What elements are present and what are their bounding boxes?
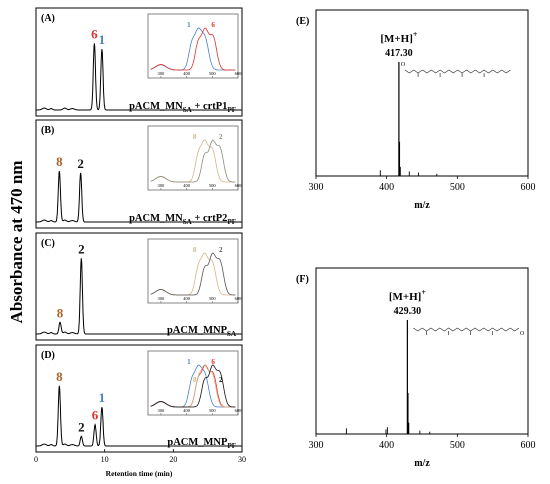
ms-x-axis-label: m/z <box>414 200 430 211</box>
inset-tick-label: 500 <box>209 71 217 76</box>
peak-label-8: 8 <box>57 305 64 320</box>
inset-tick-label: 300 <box>157 408 165 413</box>
inset-label-2: 2 <box>219 133 223 141</box>
inset-label-2: 2 <box>219 376 223 384</box>
ms-panel-e: (E) [M+H]+ 417.30 O 300 400 500 600 m/z <box>296 9 536 211</box>
ion-label: [M+H]+ <box>389 288 427 303</box>
strain-label: pACM_MNSA + crtP1PF <box>129 101 236 114</box>
panel-label: (E) <box>296 16 309 27</box>
panel-frame <box>35 119 243 229</box>
inset-label-8: 8 <box>193 246 197 254</box>
inset-series-6 <box>150 27 236 71</box>
chromatogram-trace <box>36 258 242 335</box>
strain-label: pACM_MNPPF <box>167 437 236 450</box>
peak-label-2: 2 <box>77 156 84 171</box>
peak-label-6: 6 <box>92 408 99 423</box>
panel-label: (B) <box>41 125 54 136</box>
ms-x-tick-label: 300 <box>309 182 324 193</box>
panel-frame <box>35 232 243 341</box>
inset-label-1: 1 <box>187 358 191 366</box>
strain-label: pACM_MNSA + crtP2PF <box>129 213 236 226</box>
inset-frame <box>147 13 239 79</box>
uv-inset: 300 400 500 600 8 2 <box>147 238 243 304</box>
ms-x-tick-label: 500 <box>450 440 465 451</box>
inset-tick-label: 400 <box>183 71 191 76</box>
inset-tick-label: 400 <box>183 296 191 301</box>
inset-tick-label: 500 <box>209 408 217 413</box>
chromatogram-trace <box>36 170 242 223</box>
inset-tick-label: 400 <box>183 408 191 413</box>
ion-value: 429.30 <box>394 306 422 317</box>
inset-tick-label: 400 <box>183 183 191 188</box>
chromatogram-trace <box>36 43 242 111</box>
hplc-x-tick-label: 20 <box>169 455 177 464</box>
inset-series-2 <box>150 139 236 183</box>
panel-label: (C) <box>41 238 55 249</box>
strain-label: pACM_MNPSA <box>167 325 236 338</box>
inset-tick-label: 600 <box>235 183 243 188</box>
peak-label-1: 1 <box>99 32 106 47</box>
ms-frame <box>315 9 529 177</box>
ms-x-tick-label: 500 <box>450 182 465 193</box>
inset-label-8: 8 <box>193 376 197 384</box>
inset-tick-label: 600 <box>235 408 243 413</box>
structure-chain <box>404 69 511 74</box>
ms-frame <box>315 267 529 435</box>
inset-tick-label: 500 <box>209 183 217 188</box>
panel-frame <box>35 7 243 117</box>
peak-label-2: 2 <box>78 241 85 256</box>
inset-series-2 <box>150 364 236 408</box>
panel-label: (F) <box>296 274 309 285</box>
structure-oxygen: O <box>520 331 525 337</box>
inset-tick-label: 300 <box>157 296 165 301</box>
ms-x-tick-label: 600 <box>521 440 536 451</box>
uv-inset: 300 400 500 600 8 2 <box>147 125 243 191</box>
chromatogram-trace <box>36 385 242 447</box>
peak-label-8: 8 <box>56 154 63 169</box>
y-axis-label: Absorbance at 470 nm <box>7 161 26 324</box>
inset-tick-label: 600 <box>235 71 243 76</box>
panel-label: (D) <box>41 350 55 361</box>
uv-inset: 300 400 500 600 1 6 <box>147 13 243 79</box>
inset-label-8: 8 <box>193 133 197 141</box>
peak-label-2: 2 <box>78 419 85 434</box>
ion-value: 417.30 <box>385 48 413 59</box>
ms-x-tick-label: 400 <box>379 182 394 193</box>
inset-label-2: 2 <box>219 246 223 254</box>
hplc-x-tick-label: 10 <box>101 455 109 464</box>
hplc-x-tick-label: 0 <box>34 455 38 464</box>
peak-label-1: 1 <box>99 390 106 405</box>
structure-oxygen: O <box>401 62 406 68</box>
inset-label-6: 6 <box>211 358 215 366</box>
hplc-x-axis-label: Retention time (min) <box>106 469 173 478</box>
ms-x-tick-label: 400 <box>379 440 394 451</box>
inset-label-6: 6 <box>211 21 215 29</box>
ms-panel-f: (F) [M+H]+ 429.30 O 300 400 500 600 m/z <box>296 267 536 469</box>
panel-frame <box>35 344 243 453</box>
inset-tick-label: 300 <box>157 183 165 188</box>
inset-tick-label: 500 <box>209 296 217 301</box>
ms-x-axis-label: m/z <box>414 458 430 469</box>
ion-label: [M+H]+ <box>380 30 418 45</box>
hplc-panel-c: (C) 8 2 pACM_MNPSA 300 400 500 600 8 2 <box>35 232 243 341</box>
peak-label-6: 6 <box>91 26 98 41</box>
panel-label: (A) <box>41 13 55 24</box>
inset-label-1: 1 <box>187 21 191 29</box>
inset-tick-label: 300 <box>157 71 165 76</box>
inset-series-2 <box>150 252 236 296</box>
ms-x-tick-label: 600 <box>521 182 536 193</box>
structure-chain <box>413 327 520 332</box>
peak-label-8: 8 <box>56 369 63 384</box>
hplc-x-tick-label: 30 <box>238 455 246 464</box>
inset-tick-label: 600 <box>235 296 243 301</box>
ms-x-tick-label: 300 <box>309 440 324 451</box>
uv-inset: 300 400 500 600 1 6 8 2 <box>147 350 243 416</box>
